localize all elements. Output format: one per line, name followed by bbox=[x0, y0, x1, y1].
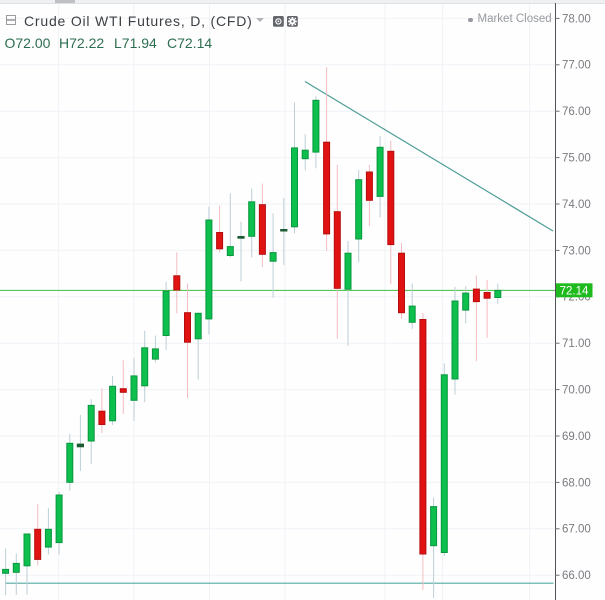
svg-text:75.00: 75.00 bbox=[562, 153, 591, 165]
svg-text:76.00: 76.00 bbox=[562, 106, 591, 118]
svg-text:71.00: 71.00 bbox=[562, 338, 591, 350]
svg-text:72.14: 72.14 bbox=[560, 285, 589, 297]
svg-text:74.00: 74.00 bbox=[562, 199, 591, 211]
svg-text:70.00: 70.00 bbox=[562, 385, 591, 397]
svg-text:66.00: 66.00 bbox=[562, 570, 591, 582]
svg-text:77.00: 77.00 bbox=[562, 60, 591, 72]
svg-text:73.00: 73.00 bbox=[562, 245, 591, 257]
svg-text:69.00: 69.00 bbox=[562, 431, 591, 443]
svg-text:78.00: 78.00 bbox=[562, 13, 591, 25]
svg-text:67.00: 67.00 bbox=[562, 524, 591, 536]
svg-text:68.00: 68.00 bbox=[562, 477, 591, 489]
